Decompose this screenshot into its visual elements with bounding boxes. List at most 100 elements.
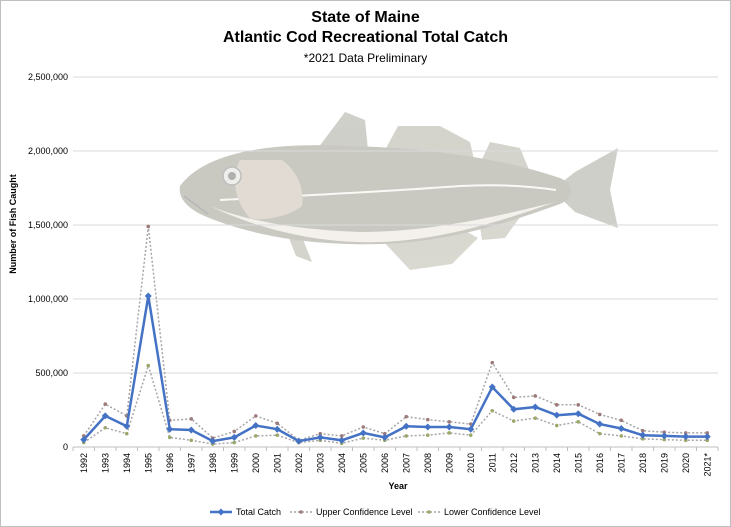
x-tick-label: 2004 (337, 453, 347, 473)
data-point (554, 403, 559, 407)
series-line (82, 295, 708, 443)
series-upper-confidence-level (81, 224, 710, 443)
x-tick-label: 1992 (79, 453, 89, 473)
legend-swatch-marker (427, 510, 431, 514)
data-point (597, 412, 602, 417)
data-point (124, 431, 129, 436)
data-point (640, 437, 645, 441)
chart-note: *2021 Data Preliminary (303, 51, 428, 65)
x-tick-label: 2018 (638, 453, 648, 473)
x-tick-label: 2013 (530, 453, 540, 473)
data-point (533, 394, 538, 398)
data-point (619, 434, 624, 438)
data-point (101, 412, 109, 420)
data-point (511, 395, 516, 400)
data-point (703, 433, 711, 441)
x-tick-label: 2021* (702, 453, 712, 477)
y-axis-title: Number of Fish Caught (8, 174, 18, 274)
legend: Total Catch Upper Confidence Level Lower C… (210, 507, 541, 517)
x-tick-label: 1994 (122, 453, 132, 473)
x-tick-label: 2011 (487, 453, 497, 472)
x-tick-label: 1998 (208, 453, 218, 473)
x-tick-label: 2020 (681, 453, 691, 473)
data-point (683, 438, 688, 443)
data-point (662, 430, 667, 435)
legend-swatch-marker (217, 508, 225, 516)
data-point (252, 422, 260, 430)
data-point (425, 417, 430, 422)
data-point (316, 433, 324, 441)
x-tick-label: 2014 (552, 453, 562, 473)
data-point (146, 224, 151, 229)
series-line (83, 363, 708, 445)
data-point (510, 405, 518, 413)
data-point (103, 425, 108, 430)
data-point (490, 360, 495, 365)
x-tick-label: 2012 (509, 453, 519, 473)
x-tick-label: 2002 (294, 453, 304, 473)
data-point (209, 437, 217, 445)
data-point (318, 431, 323, 436)
data-point (705, 438, 710, 443)
data-point (683, 431, 688, 435)
y-tick-label: 0 (63, 442, 68, 452)
x-tick-label: 2008 (423, 453, 433, 473)
data-point (273, 425, 281, 433)
data-point (359, 429, 367, 437)
data-point (662, 437, 667, 442)
data-point (167, 435, 172, 440)
data-point (295, 437, 303, 445)
x-tick-label: 2006 (380, 453, 390, 473)
data-point (144, 292, 152, 300)
data-point (123, 422, 131, 430)
data-point (339, 434, 344, 438)
x-tick-label: 2007 (401, 453, 411, 473)
data-point (103, 402, 108, 406)
chart-subtitle: Atlantic Cod Recreational Total Catch (222, 29, 509, 46)
data-point (404, 414, 409, 419)
y-tick-label: 1,000,000 (28, 294, 68, 304)
x-tick-label: 2009 (444, 453, 454, 473)
data-point (253, 414, 258, 418)
data-point (488, 383, 496, 391)
data-point (597, 431, 602, 436)
x-tick-label: 1995 (143, 453, 153, 473)
legend-label: Lower Confidence Level (444, 507, 541, 517)
data-point (490, 408, 495, 413)
y-axis: 0 500,000 1,000,000 1,500,000 2,000,000 2,500… (28, 72, 68, 452)
data-point (617, 425, 625, 432)
data-point (361, 425, 366, 429)
y-tick-label: 1,500,000 (28, 220, 68, 230)
data-point (574, 410, 582, 418)
data-point (232, 440, 237, 445)
data-point (381, 433, 389, 441)
data-point (361, 436, 366, 440)
data-point (533, 416, 538, 420)
data-point (424, 423, 432, 431)
data-point (187, 426, 195, 434)
data-point (425, 433, 430, 437)
x-tick-label: 1997 (186, 453, 196, 473)
data-point (338, 436, 346, 444)
x-tick-label: 2019 (659, 453, 669, 473)
data-point (554, 423, 559, 428)
data-point (468, 433, 473, 437)
data-point (447, 420, 452, 424)
data-point (230, 433, 238, 441)
data-point (146, 363, 151, 368)
data-point (596, 420, 604, 428)
x-tick-label: 2010 (466, 453, 476, 473)
data-point (232, 429, 237, 434)
legend-item: Lower Confidence Level (418, 507, 541, 517)
series-total-catch (80, 292, 711, 445)
x-tick-label: 2000 (251, 453, 261, 473)
data-point (467, 425, 475, 433)
data-point (447, 431, 452, 435)
legend-item: Total Catch (210, 507, 281, 517)
x-tick-label: 1996 (165, 453, 175, 473)
data-point (511, 419, 516, 423)
data-point (275, 433, 280, 437)
data-point (166, 425, 174, 433)
data-point (553, 411, 561, 419)
data-point (402, 422, 410, 430)
